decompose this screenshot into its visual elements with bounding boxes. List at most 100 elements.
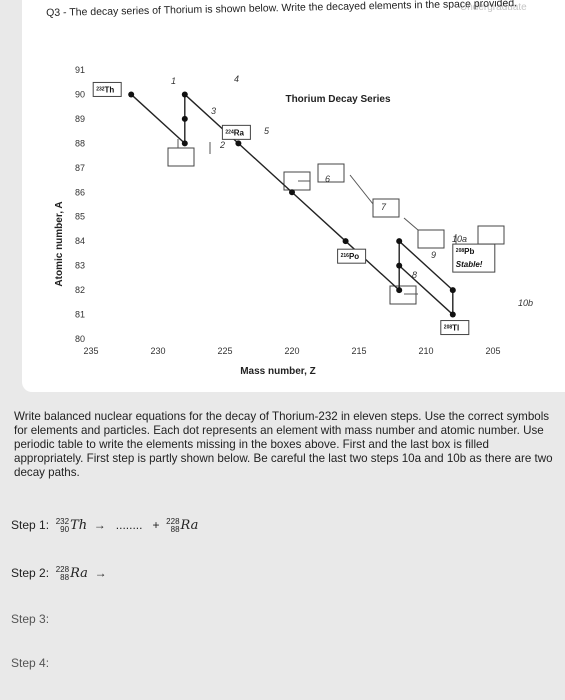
nuclide-point bbox=[396, 287, 403, 294]
step-number-mark: 3 bbox=[211, 106, 216, 116]
x-tick-label: 210 bbox=[418, 346, 433, 356]
box-connector bbox=[349, 174, 374, 205]
nuclide-symbol: Po bbox=[349, 252, 359, 261]
step-3: Step 3: bbox=[11, 612, 49, 626]
decay-path-segment bbox=[345, 240, 400, 291]
x-tick-label: 205 bbox=[485, 346, 500, 356]
nuclide-label-text: 232Th bbox=[96, 85, 114, 94]
answer-box bbox=[372, 198, 400, 218]
step-1-parent-symbol: Th bbox=[70, 518, 88, 534]
nuclide-point bbox=[396, 238, 403, 245]
nuclide-label-pb: 208Pb Stable! bbox=[452, 243, 496, 273]
nuclide-point bbox=[449, 287, 456, 294]
step-number-mark: 4 bbox=[234, 74, 239, 84]
x-tick-label: 220 bbox=[284, 346, 299, 356]
answer-box bbox=[417, 229, 445, 249]
nuclide-mass: 208 bbox=[444, 325, 453, 331]
decay-path-segment bbox=[237, 142, 293, 193]
instructions-text: Write balanced nuclear equations for the… bbox=[14, 410, 553, 479]
x-axis-label: Mass number, Z bbox=[240, 366, 316, 377]
step-number-mark: 10b bbox=[518, 298, 533, 308]
box-connector bbox=[403, 217, 419, 231]
y-tick-label: 84 bbox=[75, 236, 85, 246]
step-number-mark: 8 bbox=[412, 270, 417, 280]
nuclide-point bbox=[181, 115, 188, 122]
nuclide-symbol: Ra bbox=[234, 128, 245, 137]
step-2-parent-symbol: Ra bbox=[70, 566, 88, 582]
nuclide-point bbox=[235, 140, 242, 147]
step-1-product-numbers: 228 88 bbox=[166, 518, 179, 534]
x-tick-label: 215 bbox=[351, 346, 366, 356]
decay-path-segment bbox=[398, 240, 454, 291]
decay-path-segment bbox=[398, 265, 454, 316]
nuclide-symbol: Pb bbox=[464, 247, 474, 256]
step-2-label: Step 2: bbox=[11, 566, 50, 581]
step-1-product-mass: 228 bbox=[166, 517, 180, 526]
nuclide-label-text: 224Ra bbox=[225, 128, 244, 137]
decay-path-segment bbox=[130, 93, 186, 144]
answer-box bbox=[317, 163, 345, 183]
decay-path bbox=[130, 93, 454, 316]
nuclide-label-po: 216Po bbox=[337, 248, 367, 264]
step-1-product-symbol: Ra bbox=[180, 518, 199, 534]
handwritten-step-numbers: 1 2 3 4 5 6 7 8 9 10a 10b bbox=[171, 74, 533, 308]
nuclide-label-box bbox=[440, 320, 470, 336]
step-1-parent-numbers: 232 90 bbox=[56, 518, 69, 534]
nuclide-label-box bbox=[92, 81, 122, 97]
nuclide-point bbox=[181, 140, 188, 147]
nuclide-label-th: 232Th bbox=[92, 81, 122, 97]
y-tick-label: 82 bbox=[75, 285, 85, 295]
step-1-label: Step 1: bbox=[11, 518, 50, 533]
y-tick-label: 89 bbox=[75, 114, 85, 124]
step-2-parent-z: 88 bbox=[60, 573, 70, 582]
step-1-plus: + bbox=[152, 518, 160, 533]
nuclide-label-ra: 224Ra bbox=[221, 124, 251, 140]
nuclide-label-text: 208Tl bbox=[444, 324, 459, 333]
answer-box bbox=[389, 285, 417, 305]
nuclide-points bbox=[128, 91, 456, 318]
nuclide-label-text: 208Pb bbox=[456, 247, 475, 256]
y-tick-label: 81 bbox=[75, 310, 85, 320]
step-number-mark: 10a bbox=[452, 234, 467, 244]
y-tick-label: 87 bbox=[75, 163, 85, 173]
nuclide-label-box bbox=[452, 243, 496, 273]
step-1-parent-z: 90 bbox=[60, 525, 70, 534]
nuclide-point bbox=[396, 262, 403, 269]
y-tick-label: 85 bbox=[75, 212, 85, 222]
nuclide-symbol: Tl bbox=[452, 324, 459, 333]
y-tick-label: 91 bbox=[75, 65, 85, 75]
watermark: Undergraduate bbox=[460, 2, 527, 13]
nuclide-mass: 232 bbox=[96, 86, 105, 92]
step-2-parent-numbers: 228 88 bbox=[56, 566, 69, 582]
nuclide-point bbox=[128, 91, 135, 98]
step-number-mark: 2 bbox=[219, 140, 225, 150]
y-axis-label: Atomic number, A bbox=[54, 201, 65, 286]
answer-box bbox=[477, 225, 505, 245]
y-tick-label: 88 bbox=[75, 138, 85, 148]
nuclide-label-box bbox=[221, 124, 251, 140]
y-axis-ticks: 91 90 89 88 87 86 85 84 83 82 81 80 bbox=[75, 65, 85, 344]
y-tick-label: 86 bbox=[75, 187, 85, 197]
step-1-product-z: 88 bbox=[170, 525, 180, 534]
decay-chart: 91 90 89 88 87 86 85 84 83 82 81 80 235 230 225 220 215… bbox=[28, 44, 558, 384]
nuclide-label-box bbox=[337, 248, 367, 264]
decay-path-segment bbox=[291, 191, 347, 242]
y-tick-label: 90 bbox=[75, 89, 85, 99]
step-1-blank[interactable]: ........ bbox=[115, 518, 143, 533]
step-4-label: Step 4: bbox=[11, 656, 50, 670]
nuclide-symbol: Th bbox=[105, 85, 115, 94]
step-1-arrow: → bbox=[93, 518, 106, 533]
x-tick-label: 230 bbox=[150, 346, 165, 356]
nuclide-point bbox=[289, 189, 295, 196]
step-2: Step 2: 228 88 Ra → bbox=[11, 566, 107, 582]
nuclide-mass: 208 bbox=[456, 248, 465, 254]
question-panel bbox=[22, 0, 565, 392]
nuclide-label-tl: 208Tl bbox=[440, 320, 470, 336]
y-tick-label: 80 bbox=[75, 334, 85, 344]
y-tick-label: 83 bbox=[75, 261, 85, 271]
chart-title: Thorium Decay Series bbox=[285, 94, 390, 105]
nuclide-label-text: 216Po bbox=[341, 252, 360, 261]
nuclide-mass: 216 bbox=[341, 253, 350, 259]
